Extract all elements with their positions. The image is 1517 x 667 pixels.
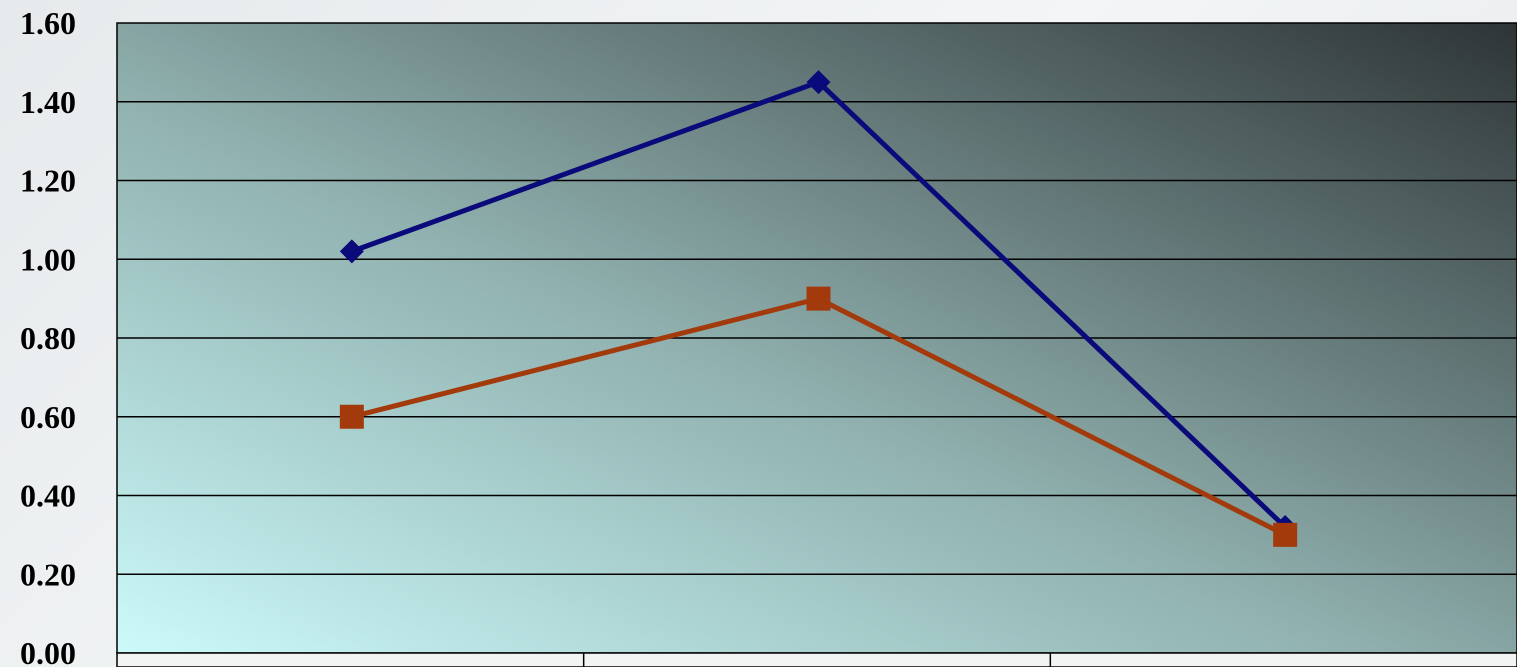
x-axis [116,652,1517,667]
y-tick-label: 1.20 [20,163,76,199]
y-tick-label: 0.40 [20,478,76,514]
y-tick-label: 1.00 [20,241,76,277]
y-tick-label: 0.80 [20,320,76,356]
y-tick-label: 0.60 [20,399,76,435]
data-point-square [1273,522,1298,547]
y-tick-label: 0.00 [20,635,76,667]
y-tick-label: 0.20 [20,556,76,592]
x-axis-band [116,652,1517,667]
data-point-square [806,286,831,311]
series-lines [339,70,1298,547]
data-point-square [339,404,364,429]
y-tick-label: 1.40 [20,84,76,120]
y-tick-label: 1.60 [20,5,76,41]
series-2 [339,286,1298,547]
y-axis-tick-labels: 0.00 0.20 0.40 0.60 0.80 1.00 1.20 1.40 1.60 [20,5,76,667]
data-point-diamond [339,239,364,264]
data-point-diamond [806,70,831,95]
